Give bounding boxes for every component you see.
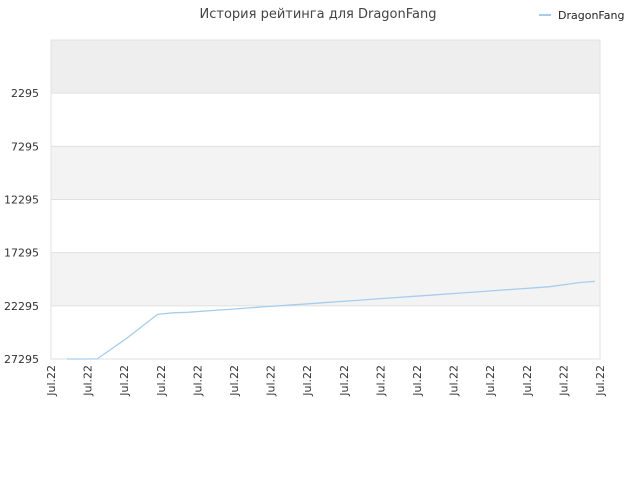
series-line-dragonfang — [67, 280, 596, 360]
x-tick-label: Jul.22 — [411, 365, 424, 397]
x-tick-label: Jul.22 — [484, 365, 497, 397]
background-band — [51, 146, 600, 200]
y-tick-label: 27295 — [4, 353, 39, 366]
series-group — [67, 280, 596, 360]
x-tick-label: Jul.22 — [521, 365, 534, 397]
background-band — [51, 40, 600, 94]
background-band — [51, 252, 600, 306]
background-band — [51, 305, 600, 359]
x-tick-label: Jul.22 — [155, 365, 168, 397]
chart-title: История рейтинга для DragonFang — [200, 7, 437, 22]
background-band — [51, 93, 600, 147]
x-tick-label: Jul.22 — [228, 365, 241, 397]
x-tick-label: Jul.22 — [301, 365, 314, 397]
x-tick-label: Jul.22 — [374, 365, 387, 397]
x-tick-label: Jul.22 — [594, 365, 607, 397]
y-tick-label: 12295 — [4, 194, 39, 207]
legend-label-dragonfang: DragonFang — [558, 9, 624, 22]
x-tick-label: Jul.22 — [118, 365, 131, 397]
x-tick-label: Jul.22 — [45, 365, 58, 397]
y-tick-label: 2295 — [11, 87, 39, 100]
x-tick-label: Jul.22 — [338, 365, 351, 397]
y-tick-label: 7295 — [11, 140, 39, 153]
x-axis-ticks: Jul.22 Jul.22 Jul.22 Jul.22 Jul.22 Jul.22 Jul.… — [45, 365, 607, 397]
x-tick-label: Jul.22 — [265, 365, 278, 397]
y-tick-label: 22295 — [4, 300, 39, 313]
x-tick-label: Jul.22 — [557, 365, 570, 397]
x-tick-label: Jul.22 — [448, 365, 461, 397]
plot-border — [50, 39, 601, 360]
y-tick-label: 17295 — [4, 247, 39, 260]
y-axis-ticks: 2295 7295 12295 17295 22295 27295 — [4, 87, 39, 366]
background-bands — [51, 40, 600, 359]
x-tick-label: Jul.22 — [191, 365, 204, 397]
legend[interactable]: DragonFang — [539, 9, 624, 22]
background-band — [51, 199, 600, 253]
x-tick-label: Jul.22 — [82, 365, 95, 397]
